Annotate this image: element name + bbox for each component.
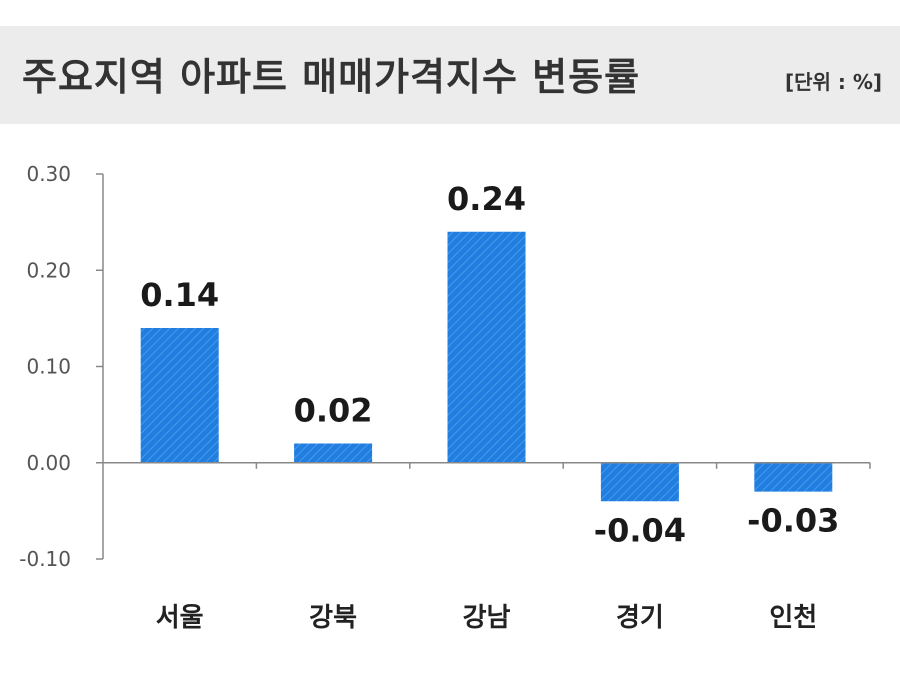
bar-value-label: 0.14 (140, 276, 219, 314)
bar-value-label: -0.04 (594, 511, 686, 549)
bar (600, 462, 679, 502)
y-tick-label: 0.10 (26, 355, 71, 379)
bar-value-label: 0.24 (447, 180, 526, 218)
bar-value-label: -0.03 (747, 502, 839, 540)
y-tick-label: -0.10 (19, 547, 71, 571)
bar (754, 462, 833, 492)
unit-label: [단위 : %] (784, 70, 882, 94)
bar-value-label: 0.02 (294, 392, 373, 430)
y-tick-label: 0.30 (26, 162, 71, 186)
x-category-label: 강남 (463, 603, 511, 633)
chart-title: 주요지역 아파트 매매가격지수 변동률 (22, 55, 641, 99)
x-category-label: 서울 (156, 603, 204, 633)
bar (294, 443, 373, 463)
y-axis: 0.30 0.20 0.10 0.00 -0.10 (19, 162, 104, 571)
bar-chart: 0.30 0.20 0.10 0.00 -0.10 0.14 0.02 0.24 -0.04 -… (19, 162, 871, 633)
bar (447, 231, 526, 463)
y-tick-label: 0.20 (26, 258, 71, 282)
bar (140, 328, 219, 463)
x-category-label: 경기 (616, 603, 664, 633)
bars (140, 231, 833, 502)
x-category-label: 인천 (769, 603, 817, 633)
value-labels: 0.14 0.02 0.24 -0.04 -0.03 (140, 180, 839, 550)
x-category-label: 강북 (309, 603, 357, 633)
x-axis: 서울 강북 강남 경기 인천 (103, 462, 871, 633)
y-tick-label: 0.00 (26, 451, 71, 475)
chart-header: 주요지역 아파트 매매가격지수 변동률 [단위 : %] (0, 26, 900, 124)
